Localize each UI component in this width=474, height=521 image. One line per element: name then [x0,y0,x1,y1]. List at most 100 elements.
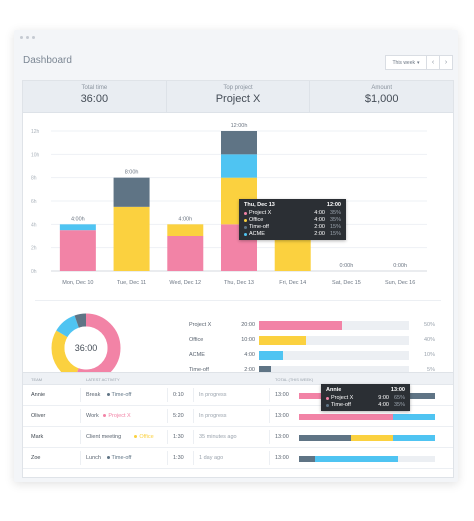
team-tooltip: Annie 13:00 Project X 9:00 65% Time-off 4:00 3… [321,384,410,411]
legend-dot [326,403,329,407]
column-divider [80,409,81,423]
dashboard-window: Dashboard This week ▾ ‹ › Total time 36:0… [14,30,458,482]
bar-segment[interactable] [314,456,399,462]
daily-bar-chart: 0h 2h 4h 6h 8h 10h 12h 4:00h Mon, Dec 10 8:00h Tue… [31,123,427,286]
donut-hole [64,326,108,370]
dot[interactable] [20,36,23,39]
tooltip-total: 12:00 [326,202,341,208]
col-latest-activity: LATEST ACTIVITY [86,377,120,382]
next-button[interactable]: › [440,55,453,70]
tooltip-row-time: 4:00 [378,402,389,408]
project-name: Office [189,337,204,343]
bar-segment[interactable] [398,456,435,462]
week-total: 13:00 [275,392,289,398]
range-label: This week [392,59,415,66]
bar-segment[interactable] [393,414,435,420]
bar-segment[interactable] [393,393,435,399]
activity-project: Time-off [104,392,131,398]
chevron-down-icon: ▾ [417,59,420,66]
bar-total-label: 0:00h [340,263,354,269]
col-total: TOTAL (THIS WEEK) [275,377,314,382]
column-divider [80,430,81,444]
activity-label: Work [86,413,99,419]
project-row: Time-off 2:00 5% [189,365,435,375]
range-select[interactable]: This week ▾ [385,55,427,70]
bar-segment[interactable] [59,224,96,231]
activity-label: Client meeting [86,434,122,440]
bar-segment[interactable] [167,224,204,236]
bar-segment[interactable] [113,206,150,271]
tooltip-row-pct: 35% [329,217,341,223]
bar-total-label: 12:00h [231,123,248,129]
stat-value: $1,000 [364,93,399,105]
bar-segment[interactable] [59,230,96,271]
table-row[interactable]: Mark Client meeting Office 1:30 35 minutes a… [23,427,453,448]
dot[interactable] [32,36,35,39]
tooltip-row: Time-off 2:00 15% [244,224,341,230]
tooltip-row-pct: 35% [329,210,341,216]
tooltip-row-pct: 35% [393,402,405,408]
tooltip-row: Office 4:00 35% [244,217,341,223]
project-pct: 10% [423,352,435,358]
bar-segment[interactable] [113,177,150,207]
bar-segment[interactable] [299,414,394,420]
table-row[interactable]: Zoe Lunch Time-off 1:30 1 day ago 13:00 [23,448,453,469]
week-breakdown-bar[interactable] [299,456,435,462]
x-tick-label: Mon, Dec 10 [62,280,93,286]
column-divider [167,388,168,402]
divider [35,300,441,301]
donut-slice[interactable] [51,313,121,383]
y-tick-label: 6h [31,199,37,205]
y-tick-label: 10h [31,152,40,158]
activity-label: Break [86,392,101,398]
project-dot [103,413,107,417]
progress-track [259,320,409,330]
bar-segment[interactable] [351,435,394,441]
y-tick-label: 2h [31,246,37,252]
tooltip-row-pct: 15% [329,224,341,230]
bar-segment[interactable] [167,236,204,271]
y-tick-label: 0h [31,269,37,275]
column-divider [269,430,270,444]
progress-track [259,365,409,375]
legend-dot [244,225,247,229]
tooltip-row-name: Time-off [331,402,351,408]
column-divider [167,409,168,423]
project-name: Project X [189,322,212,328]
stats-bar: Total time 36:00 Top project Project X A… [23,81,453,113]
project-time: 2:00 [244,367,255,373]
week-breakdown-bar[interactable] [299,435,435,441]
legend-dot [326,396,329,400]
project-pct: 50% [423,322,435,328]
table-header: TEAM LATEST ACTIVITY TOTAL (THIS WEEK) [23,373,453,385]
member-name: Zoe [31,455,41,461]
tooltip-row-pct: 65% [393,395,405,401]
bar-segment[interactable] [221,154,257,178]
project-row: Office 10:00 40% [189,335,435,345]
bar-segment[interactable] [299,435,352,441]
week-breakdown-bar[interactable] [299,414,435,420]
prev-button[interactable]: ‹ [427,55,440,70]
dot[interactable] [26,36,29,39]
project-row: ACME 4:00 10% [189,350,435,360]
tooltip-row-time: 9:00 [378,395,389,401]
bar-total-label: 4:00h [178,216,192,222]
table-row[interactable]: Oliver Work Project X 5:20 In progress 13:00 [23,406,453,427]
x-tick-label: Thu, Dec 13 [224,280,254,286]
donut-center-label: 36:00 [75,343,98,353]
tooltip-title: Annie [326,387,342,393]
bar-segment[interactable] [221,131,257,155]
window-controls [20,36,35,39]
bar-segment[interactable] [299,456,315,462]
stat-label: Total time [81,85,108,91]
project-dot [134,434,138,438]
stat-amount: Amount $1,000 [310,81,453,112]
progress-fill [259,335,306,345]
activity-project: Office [131,434,154,440]
tooltip-row: Project X 9:00 65% [326,395,405,401]
tooltip-row-name: Project X [331,395,354,401]
bar-segment[interactable] [393,435,435,441]
summary-card: Total time 36:00 Top project Project X A… [22,80,454,394]
donut-slice[interactable] [51,313,121,383]
tooltip-row-time: 4:00 [314,210,325,216]
